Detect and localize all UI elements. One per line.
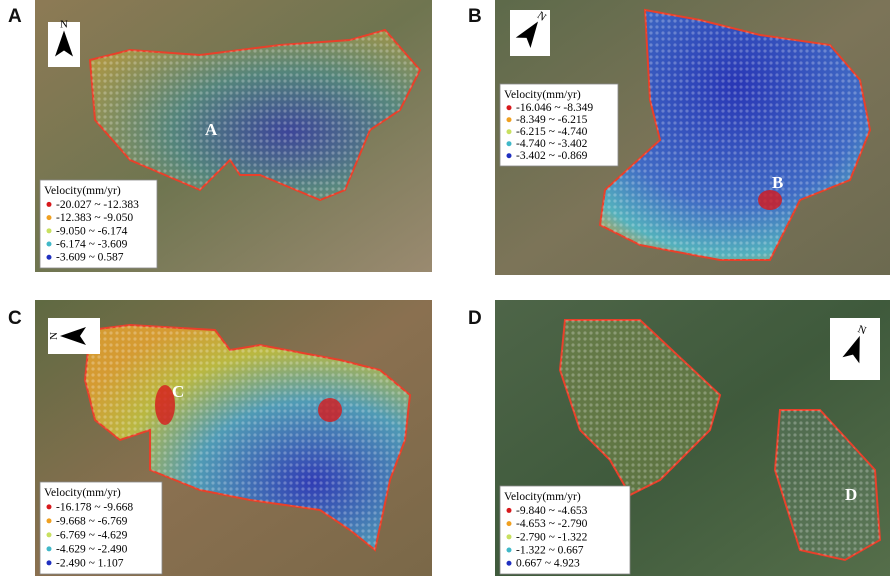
arrow [515, 21, 539, 48]
legend-label: 0.667 ~ 4.923 [516, 558, 580, 570]
legend-label: -3.402 ~ -0.869 [516, 150, 588, 162]
panel-label: C [8, 308, 22, 329]
arrow [60, 327, 86, 345]
legend-label: -8.349 ~ -6.215 [516, 114, 588, 126]
legend-label: -9.840 ~ -4.653 [516, 505, 588, 517]
legend-dot [46, 504, 52, 510]
legend-dot [506, 117, 512, 123]
legend-title: Velocity(mm/yr) [504, 491, 581, 503]
legend-label: -9.668 ~ -6.769 [56, 515, 128, 527]
legend-dot [506, 507, 512, 513]
north-arrow: N [55, 19, 73, 57]
legend-dot [506, 547, 512, 553]
legend-dot [46, 201, 52, 207]
arrow [55, 30, 73, 57]
legend-label: -4.740 ~ -3.402 [516, 138, 588, 150]
north-arrow: N [48, 327, 86, 345]
legend-dot [46, 254, 52, 260]
legend-title: Velocity(mm/yr) [44, 185, 121, 197]
legend-label: -16.178 ~ -9.668 [56, 501, 133, 513]
site-label: B [772, 173, 783, 192]
north-label: N [856, 323, 868, 337]
legend-dot [46, 532, 52, 538]
legend-dot [46, 241, 52, 247]
north-label: N [48, 332, 60, 340]
legend-dot [46, 546, 52, 552]
legend-dot [46, 215, 52, 221]
legend-box [39, 179, 158, 269]
legend-title: Velocity(mm/yr) [504, 89, 581, 101]
legend-dot [506, 560, 512, 566]
legend-dot [506, 521, 512, 527]
legend-dot [46, 228, 52, 234]
legend-label: -6.215 ~ -4.740 [516, 126, 588, 138]
legend-label: -20.027 ~ -12.383 [56, 199, 139, 211]
legend-dot [506, 129, 512, 135]
legend-label: -3.609 ~ 0.587 [56, 252, 124, 264]
legend-dot [506, 141, 512, 147]
legend-label: -12.383 ~ -9.050 [56, 212, 133, 224]
panel-label: D [468, 308, 482, 329]
panel-label: A [8, 6, 22, 27]
legend-label: -2.490 ~ 1.107 [56, 557, 124, 569]
legend-dot [506, 534, 512, 540]
legend-box [499, 83, 619, 167]
legend-label: -4.653 ~ -2.790 [516, 518, 588, 530]
legend-label: -16.046 ~ -8.349 [516, 102, 593, 114]
hotspot [155, 190, 782, 425]
site-label: D [845, 485, 857, 504]
panel-label: B [468, 6, 482, 27]
legend-label: -9.050 ~ -6.174 [56, 225, 128, 237]
site-label: A [205, 120, 218, 139]
legend-box [39, 481, 163, 575]
legend-box [499, 485, 631, 575]
legend-dot [506, 153, 512, 159]
north-label: N [60, 19, 68, 31]
legend-dot [506, 105, 512, 111]
legend-label: -6.174 ~ -3.609 [56, 239, 128, 251]
legend-label: -6.769 ~ -4.629 [56, 529, 128, 541]
point-texture [85, 10, 880, 560]
north-arrow: N [842, 323, 868, 364]
legend-title: Velocity(mm/yr) [44, 487, 121, 499]
legend-dot [46, 560, 52, 566]
arrow [842, 335, 860, 364]
legend-label: -4.629 ~ -2.490 [56, 543, 128, 555]
legend-label: -2.790 ~ -1.322 [516, 531, 588, 543]
legend-dot [46, 518, 52, 524]
legend-label: -1.322 ~ 0.667 [516, 545, 584, 557]
site-label: C [172, 382, 184, 401]
